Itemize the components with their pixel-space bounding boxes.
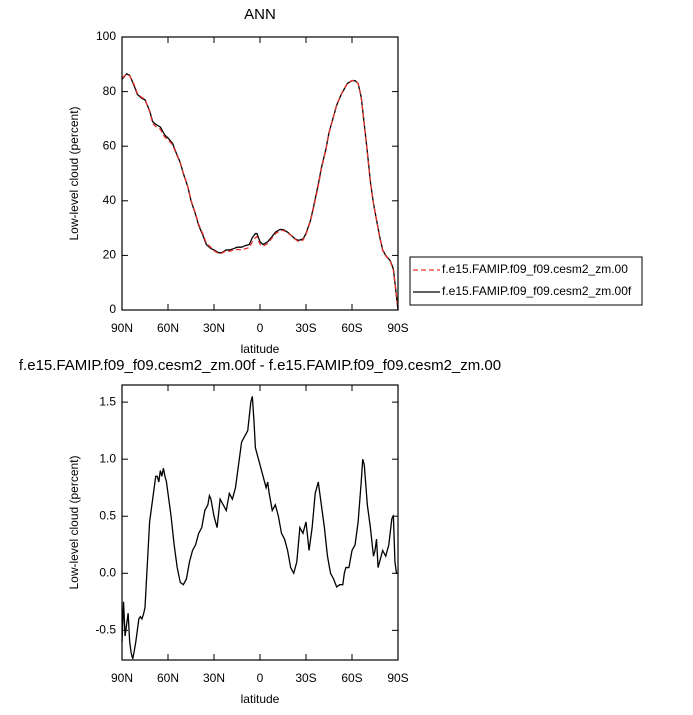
- plot-frame: [121, 384, 399, 661]
- x-tick-label: 60N: [157, 671, 179, 685]
- chart-title: f.e15.FAMIP.f09_f09.cesm2_zm.00f - f.e15…: [19, 357, 501, 374]
- x-tick-label: 90S: [387, 321, 408, 335]
- x-tick-label: 30N: [203, 321, 225, 335]
- y-tick-label: -0.5: [95, 623, 116, 637]
- x-tick-label: 60S: [341, 321, 362, 335]
- x-tick-label: 60N: [157, 321, 179, 335]
- plot-frame: [121, 36, 399, 311]
- legend-label: f.e15.FAMIP.f09_f09.cesm2_zm.00: [442, 262, 628, 276]
- legend-box: [409, 256, 643, 306]
- x-tick-label: 90N: [111, 321, 133, 335]
- data-line: [121, 396, 398, 660]
- y-axis-label: Low-level cloud (percent): [67, 455, 81, 589]
- y-tick-label: 1.5: [99, 394, 116, 408]
- y-tick-label: 0: [109, 302, 116, 316]
- y-tick-label: 1.0: [99, 451, 116, 465]
- legend-label: f.e15.FAMIP.f09_f09.cesm2_zm.00f: [442, 284, 632, 298]
- y-tick-label: 40: [103, 193, 117, 207]
- y-tick-label: 60: [103, 138, 117, 152]
- y-tick-label: 20: [103, 248, 117, 262]
- y-tick-label: 100: [96, 29, 116, 43]
- x-tick-label: 30S: [295, 671, 316, 685]
- data-line: [121, 73, 399, 311]
- x-tick-label: 90N: [111, 671, 133, 685]
- y-tick-label: 0.5: [99, 508, 116, 522]
- data-line: [121, 73, 399, 311]
- x-tick-label: 0: [257, 321, 264, 335]
- x-tick-label: 90S: [387, 671, 408, 685]
- x-axis-label: latitude: [241, 692, 280, 706]
- y-tick-label: 80: [103, 84, 117, 98]
- y-tick-label: 0.0: [99, 565, 116, 579]
- x-tick-label: 60S: [341, 671, 362, 685]
- x-tick-label: 0: [257, 671, 264, 685]
- y-axis-label: Low-level cloud (percent): [67, 106, 81, 240]
- x-axis-label: latitude: [241, 342, 280, 356]
- x-tick-label: 30N: [203, 671, 225, 685]
- chart-title: ANN: [244, 6, 276, 23]
- x-tick-label: 30S: [295, 321, 316, 335]
